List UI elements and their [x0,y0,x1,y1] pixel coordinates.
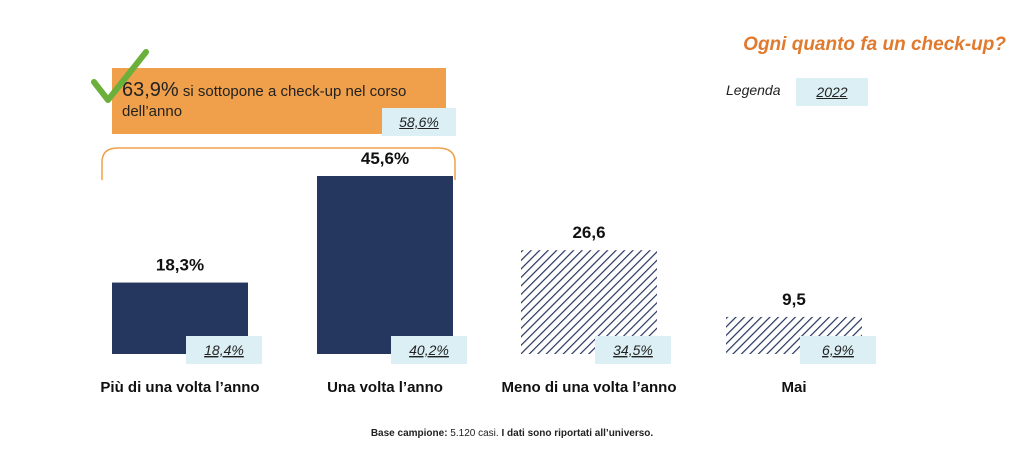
previous-value-label-3: 34,5% [613,342,653,358]
bar-value-label-3: 26,6 [572,223,605,242]
bar-value-label-4: 9,5 [782,290,806,309]
legend-year-box: 2022 [796,78,868,106]
footer-universe-note: I dati sono riportati all’universo. [498,428,654,439]
previous-box-4 [800,336,876,364]
previous-box-3 [595,336,671,364]
summary-callout: 63,9% si sottopone a check-up nel corso … [112,68,446,134]
previous-value-label-2: 40,2% [409,342,449,358]
footer-value: 5.120 casi. [447,428,499,439]
footer-label: Base campione: [370,428,448,439]
category-label-2: Una volta l’anno [327,379,443,396]
callout-previous-value: 58,6% [382,108,456,136]
category-label-1: Più di una volta l’anno [100,379,259,396]
callout-bracket [101,147,456,180]
callout-value: 63,9% [122,79,179,101]
chart-title: Ogni quanto fa un check-up? [743,34,1006,55]
legend-label: Legenda [726,82,781,98]
callout-description: si sottopone a check-up nel corso dell’a… [122,83,407,120]
previous-box-2 [391,336,467,364]
previous-value-label-1: 18,4% [204,342,244,358]
previous-box-1 [186,336,262,364]
bar-2 [317,176,453,354]
category-label-3: Meno di una volta l’anno [501,379,676,396]
callout-text: 63,9% si sottopone a check-up nel corso … [112,68,446,122]
bar-value-label-1: 18,3% [156,256,204,275]
footer-note: Base campione: 5.120 casi. I dati sono r… [0,428,1024,439]
category-label-4: Mai [781,379,806,396]
check-icon [91,49,149,103]
previous-value-label-4: 6,9% [822,342,854,358]
bar-value-label-2: 45,6% [361,149,409,168]
